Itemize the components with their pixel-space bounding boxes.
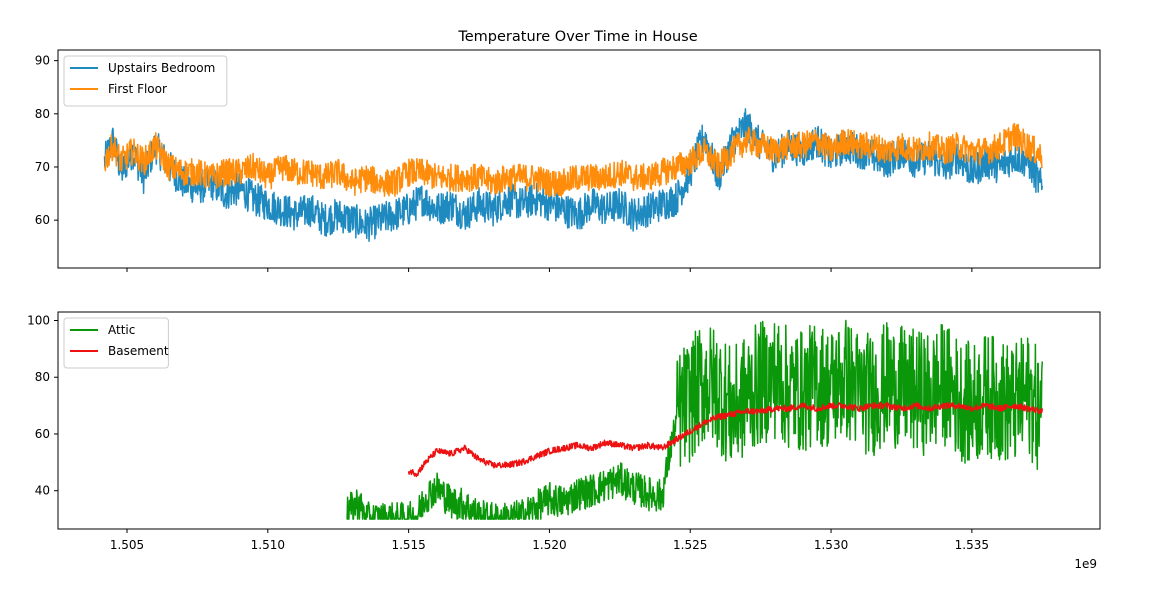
y-tick-label: 80 — [35, 370, 50, 384]
series-line-upstairs-bedroom — [103, 108, 1044, 242]
y-tick-label: 100 — [27, 314, 50, 328]
panel-2: 40 60 80 100 1.505 1.510 1.515 1.520 1.525 1.530 1… — [27, 311, 1101, 552]
legend-label: First Floor — [108, 82, 167, 96]
x-tick-label: 1.515 — [391, 538, 425, 552]
x-tick-label: 1.505 — [110, 538, 144, 552]
panel-1: 60 70 80 90 Upstairs Bedroom First Floor — [35, 49, 1101, 272]
x-tick-label: 1.525 — [673, 538, 707, 552]
series-line-first-floor — [104, 122, 1043, 198]
chart-panels: 60 70 80 90 Upstairs Bedroom First Floor 40 60 8… — [27, 49, 1101, 552]
legend-label: Attic — [108, 323, 135, 337]
y-tick-label: 90 — [35, 54, 50, 68]
x-tick-label: 1.530 — [814, 538, 848, 552]
legend: Attic Basement — [63, 317, 169, 369]
x-tick-label: 1.535 — [955, 538, 989, 552]
legend: Upstairs Bedroom First Floor — [63, 55, 228, 107]
axes-frame — [57, 311, 1101, 530]
x-axis-offset-label: 1e9 — [1074, 557, 1097, 571]
legend-label: Upstairs Bedroom — [108, 61, 215, 75]
legend-box — [63, 55, 228, 107]
y-tick-label: 40 — [35, 484, 50, 498]
legend-label: Basement — [108, 344, 169, 358]
chart-title: Temperature Over Time in House — [457, 29, 697, 45]
axes-frame — [57, 49, 1101, 269]
series-line-basement — [407, 401, 1044, 478]
y-tick-label: 60 — [35, 213, 50, 227]
y-tick-label: 80 — [35, 107, 50, 121]
x-tick-label: 1.520 — [532, 538, 566, 552]
y-tick-label: 70 — [35, 160, 50, 174]
y-tick-label: 60 — [35, 427, 50, 441]
series-line-attic — [346, 319, 1044, 520]
x-tick-label: 1.510 — [251, 538, 285, 552]
